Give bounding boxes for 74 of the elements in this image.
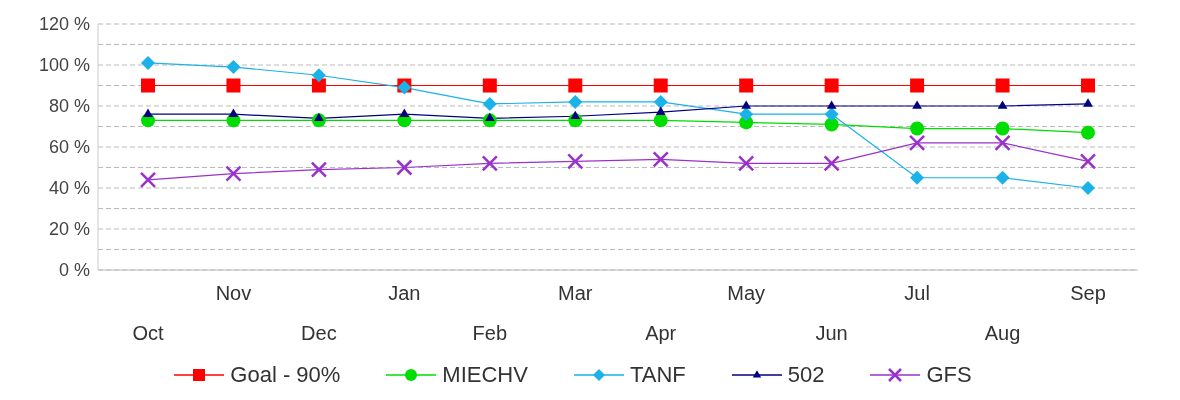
point [1079,153,1097,170]
point [481,155,499,172]
point [910,170,925,185]
y-tick-label: 120 % [38,14,90,35]
x-tick-label: Dec [301,322,337,344]
point [826,100,837,109]
point [1083,98,1093,107]
point [482,78,497,93]
point [652,151,669,168]
point [737,155,755,172]
x-tick-label: Sep [1070,282,1106,304]
point [824,107,839,122]
x-tick-label: Oct [132,322,164,344]
point [908,134,926,152]
legend-label: TANF [629,362,686,388]
x-tick-label: Mar [558,282,593,304]
point [568,94,583,109]
point [653,78,668,93]
point [311,78,326,93]
point [824,117,839,132]
point [655,106,666,115]
point [226,60,241,75]
point [1081,78,1095,93]
point [995,121,1010,136]
point [139,171,157,189]
point [482,96,497,111]
point [311,68,326,83]
x-tick-label: Feb [472,322,508,344]
point [995,78,1010,93]
point [653,113,668,128]
y-tick-label: 60 % [48,137,90,158]
point [994,134,1011,152]
point [824,78,839,93]
y-tick-label: 0 % [58,260,90,281]
point [997,100,1008,109]
point [910,121,925,136]
point [1081,125,1095,140]
point [568,78,583,93]
point [653,94,668,109]
point [1081,181,1095,195]
x-tick-label: Apr [645,322,677,344]
point [225,165,242,182]
legend-label: MIECHV [442,362,528,388]
point [141,78,155,93]
point [567,153,584,170]
point [741,100,752,109]
x-tick-label: Jul [904,282,930,304]
x-tick-label: Aug [984,322,1021,344]
point [823,155,840,172]
point [912,100,922,109]
y-tick-label: 20 % [48,219,90,240]
x-tick-label: Jan [388,282,421,304]
point [739,107,754,122]
point [228,108,239,117]
y-tick-label: 80 % [48,96,90,117]
point [995,170,1010,185]
point [143,108,153,117]
x-tick-label: Jun [815,322,848,344]
point [910,78,925,93]
legend-label: GFS [926,362,972,388]
legend-label: 502 [787,362,825,388]
point [310,161,328,178]
y-tick-label: 40 % [48,178,90,199]
y-tick-label: 100 % [38,55,90,76]
point [739,78,754,93]
x-tick-label: May [727,282,766,304]
legend-label: Goal - 90% [230,362,341,388]
point [396,159,413,176]
x-tick-label: Nov [215,282,252,304]
point [484,112,495,122]
point [141,55,155,70]
point [226,78,241,93]
point [399,108,410,117]
point [570,110,581,120]
